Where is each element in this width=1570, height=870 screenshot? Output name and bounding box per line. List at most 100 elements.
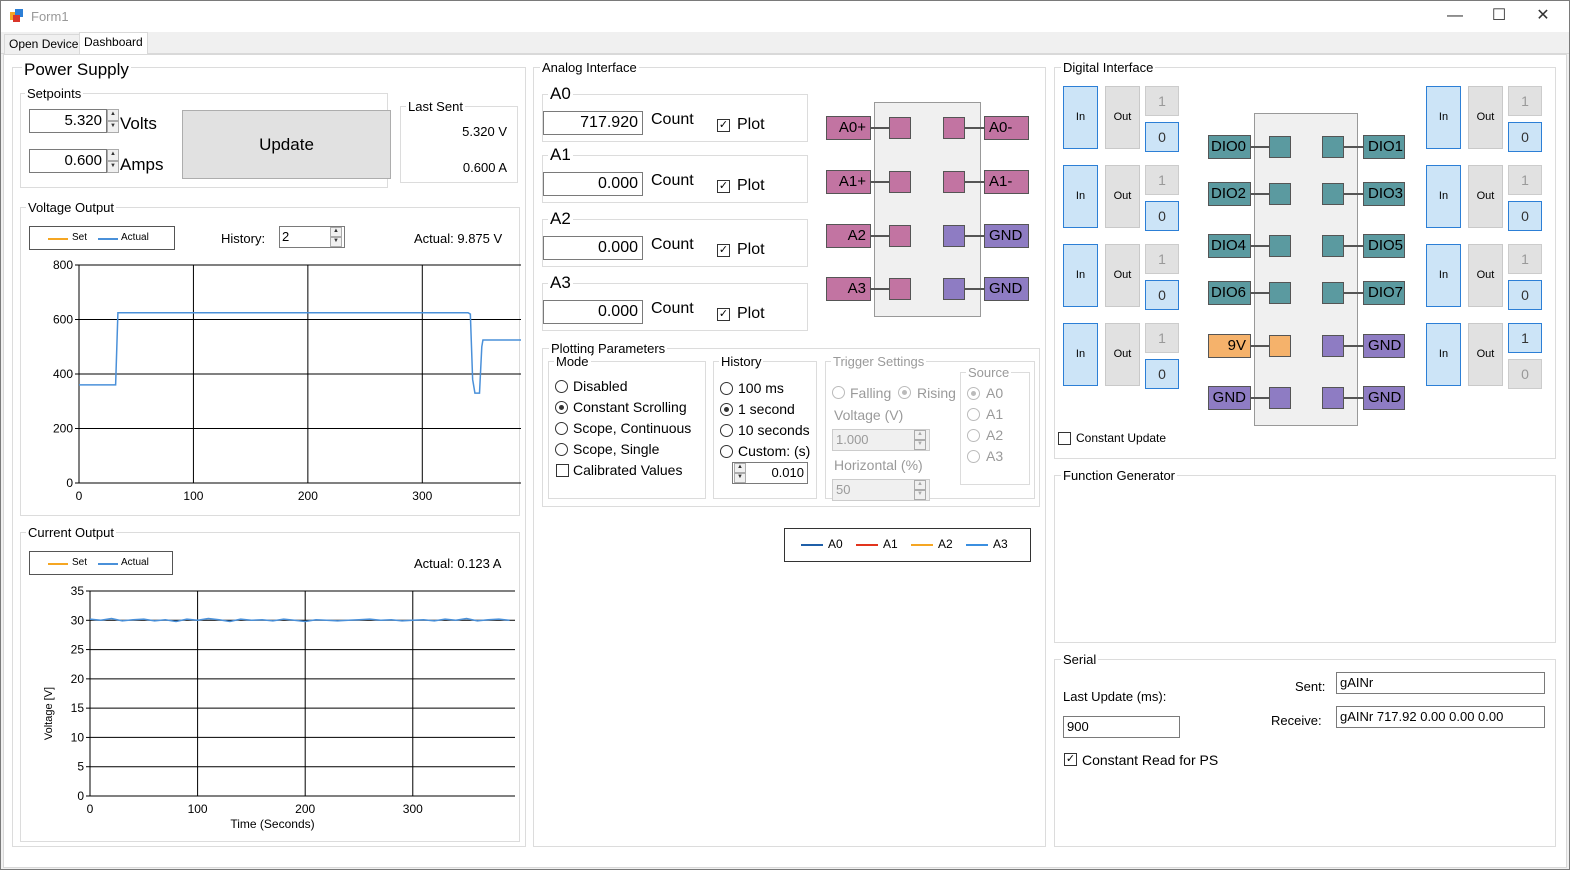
source-radio[interactable]	[967, 450, 980, 463]
dio-left-1-low[interactable]: 0	[1145, 201, 1179, 231]
dio-right-2-out-button[interactable]: Out	[1468, 244, 1503, 307]
source-radio[interactable]	[967, 429, 980, 442]
mode-radio[interactable]	[555, 422, 568, 435]
amps-spin-down-icon[interactable]: ▼	[107, 161, 119, 173]
dio-right-1-low[interactable]: 0	[1508, 201, 1542, 231]
dio-left-3-high[interactable]: 1	[1145, 323, 1179, 353]
falling-radio[interactable]	[832, 386, 845, 399]
dio-right-2-in-button[interactable]: In	[1426, 244, 1461, 307]
history-radio[interactable]	[720, 424, 733, 437]
last-update-field[interactable]: 900	[1063, 716, 1180, 738]
dio-left-2-out-button[interactable]: Out	[1105, 244, 1140, 307]
maximize-button[interactable]: ☐	[1491, 7, 1507, 24]
voltage-chart: 0 200 400 600 800 0 100 200 300	[53, 258, 521, 503]
pin-wire	[1250, 245, 1270, 247]
minimize-button[interactable]: —	[1447, 7, 1463, 24]
dio-right-0-in-button[interactable]: In	[1426, 86, 1461, 149]
pin-pad	[1269, 282, 1291, 304]
dio-right-1-out-button[interactable]: Out	[1468, 165, 1503, 228]
dio-right-2-high[interactable]: 1	[1508, 244, 1542, 274]
horizontal-trigger-input[interactable]: 50	[832, 479, 930, 501]
constant-read-checkbox[interactable]: ✓	[1064, 753, 1077, 766]
history-spin-down-icon[interactable]: ▼	[330, 237, 342, 247]
history-radio[interactable]	[720, 382, 733, 395]
volts-input[interactable]: 5.320	[29, 109, 107, 133]
history-radio[interactable]	[720, 403, 733, 416]
horizontal-spin-down-icon[interactable]: ▼	[914, 490, 926, 500]
plot-checkbox[interactable]: ✓	[717, 308, 730, 321]
dio-left-3-in-button[interactable]: In	[1063, 323, 1098, 386]
dio-left-2-high[interactable]: 1	[1145, 244, 1179, 274]
voltage-spin-up-icon[interactable]: ▲	[914, 430, 926, 440]
source-option-label: A1	[986, 406, 1004, 422]
channel-value-field[interactable]: 717.920	[543, 111, 643, 135]
update-button[interactable]: Update	[182, 110, 391, 179]
dio-left-2-low[interactable]: 0	[1145, 280, 1179, 310]
dio-right-1-high[interactable]: 1	[1508, 165, 1542, 195]
y-tick-label: 200	[53, 422, 73, 436]
pin-pad	[1322, 335, 1344, 357]
source-radio[interactable]	[967, 408, 980, 421]
calibrated-checkbox[interactable]	[556, 464, 569, 477]
horizontal-spin-up-icon[interactable]: ▲	[914, 480, 926, 490]
dio-left-0-low[interactable]: 0	[1145, 122, 1179, 152]
tab-dashboard[interactable]: Dashboard	[79, 32, 148, 55]
voltage-trigger-input[interactable]: 1.000	[832, 429, 930, 451]
channel-value-field[interactable]: 0.000	[543, 172, 643, 196]
plot-checkbox[interactable]: ✓	[717, 119, 730, 132]
rising-radio[interactable]	[898, 386, 911, 399]
amps-input[interactable]: 0.600	[29, 149, 107, 173]
pin-pad	[1322, 387, 1344, 409]
digital-pin-left: DIO0	[1208, 135, 1251, 159]
pin-pad	[889, 225, 911, 247]
custom-history-input[interactable]: 0.010	[732, 462, 808, 484]
custom-spin-up-icon[interactable]: ▲	[734, 463, 746, 473]
dio-right-3-out-button[interactable]: Out	[1468, 323, 1503, 386]
y-tick-label: 30	[71, 613, 85, 627]
dio-left-3-low[interactable]: 0	[1145, 359, 1179, 389]
dio-right-3-low[interactable]: 0	[1508, 359, 1542, 389]
dio-right-2-low[interactable]: 0	[1508, 280, 1542, 310]
dio-left-1-out-button[interactable]: Out	[1105, 165, 1140, 228]
history-spin-up-icon[interactable]: ▲	[330, 227, 342, 237]
channel-value-field[interactable]: 0.000	[543, 236, 643, 260]
tab-open-device[interactable]: Open Device	[4, 34, 84, 54]
dio-left-1-high[interactable]: 1	[1145, 165, 1179, 195]
constant-update-checkbox[interactable]	[1058, 432, 1071, 445]
close-button[interactable]: ✕	[1536, 7, 1550, 24]
plot-checkbox[interactable]: ✓	[717, 180, 730, 193]
pin-pad	[1269, 335, 1291, 357]
dio-left-3-out-button[interactable]: Out	[1105, 323, 1140, 386]
sent-field[interactable]: gAINr	[1336, 672, 1545, 694]
history-input[interactable]: 2	[279, 226, 345, 248]
dio-right-0-low[interactable]: 0	[1508, 122, 1542, 152]
mode-radio[interactable]	[555, 401, 568, 414]
channel-value-field[interactable]: 0.000	[543, 300, 643, 324]
dio-right-3-in-button[interactable]: In	[1426, 323, 1461, 386]
voltage-spin-down-icon[interactable]: ▼	[914, 440, 926, 450]
dio-right-1-in-button[interactable]: In	[1426, 165, 1461, 228]
dio-left-0-out-button[interactable]: Out	[1105, 86, 1140, 149]
dio-left-0-high[interactable]: 1	[1145, 86, 1179, 116]
plot-checkbox[interactable]: ✓	[717, 244, 730, 257]
source-radio[interactable]	[967, 387, 980, 400]
dio-right-3-high[interactable]: 1	[1508, 323, 1542, 353]
dio-left-0-in-button[interactable]: In	[1063, 86, 1098, 149]
dio-right-0-out-button[interactable]: Out	[1468, 86, 1503, 149]
pin-wire	[1344, 245, 1364, 247]
amps-spin-up-icon[interactable]: ▲	[107, 149, 119, 161]
dio-right-0-high[interactable]: 1	[1508, 86, 1542, 116]
volts-spin-down-icon[interactable]: ▼	[107, 121, 119, 133]
series-line-actual	[89, 617, 510, 623]
volts-spin-up-icon[interactable]: ▲	[107, 109, 119, 121]
custom-spin-down-icon[interactable]: ▼	[734, 473, 746, 483]
mode-radio[interactable]	[555, 380, 568, 393]
app-icon	[10, 9, 23, 22]
receive-field[interactable]: gAINr 717.92 0.00 0.00 0.00	[1336, 706, 1545, 728]
last-sent-amps: 0.600 A	[462, 160, 507, 175]
mode-radio[interactable]	[555, 443, 568, 456]
dio-left-2-in-button[interactable]: In	[1063, 244, 1098, 307]
history-radio[interactable]	[720, 445, 733, 458]
dio-left-1-in-button[interactable]: In	[1063, 165, 1098, 228]
setpoints-group: Setpoints 5.320 ▲ ▼ Volts 0.600 ▲ ▼ Amps…	[20, 86, 391, 188]
